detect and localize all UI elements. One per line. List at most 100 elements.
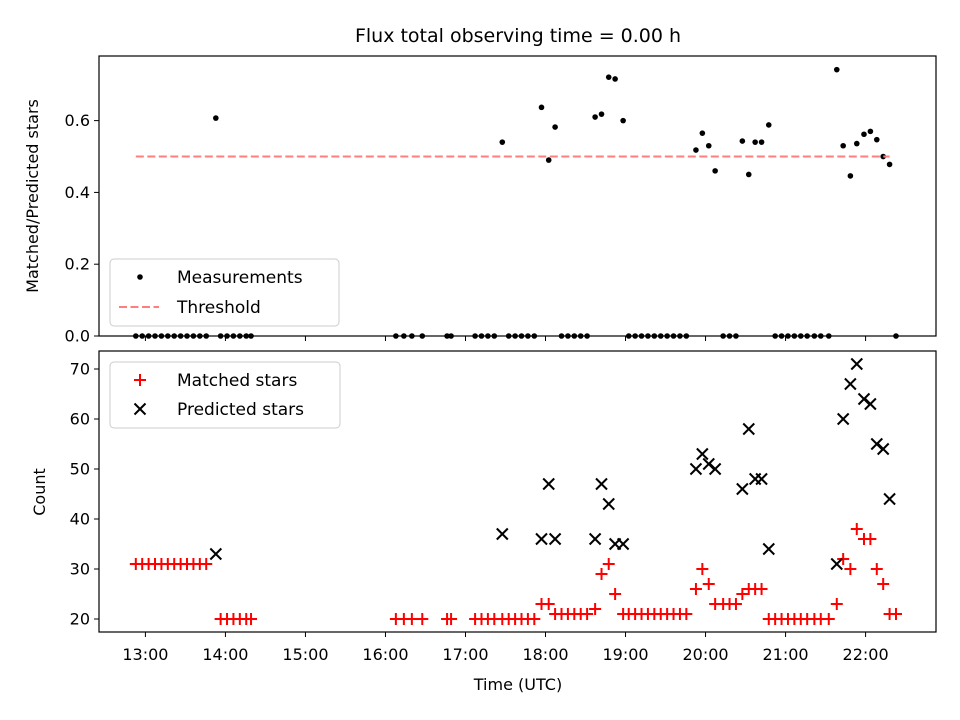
legend-marker-predicted <box>133 402 147 416</box>
matched-star-point <box>581 608 594 620</box>
count-legend: Matched stars Predicted stars <box>109 361 341 429</box>
count-plot-frame <box>98 350 937 633</box>
predicted-star-point <box>588 532 602 546</box>
matched-star-point <box>528 613 541 625</box>
legend-marker-matched <box>134 374 146 386</box>
measurement-point <box>605 74 612 80</box>
measurement-point <box>699 130 706 136</box>
matched-star-point <box>680 608 693 620</box>
legend-label-predicted: Predicted stars <box>177 400 304 420</box>
x-tick-label: 13:00 <box>122 645 168 664</box>
matched-star-point <box>696 563 709 575</box>
measurement-point <box>752 139 758 145</box>
chart-title: Flux total observing time = 0.00 h <box>355 25 681 47</box>
predicted-star-point <box>736 482 749 496</box>
predicted-star-point <box>209 547 223 561</box>
measurement-point <box>880 153 886 160</box>
x-tick-label: 17:00 <box>442 645 488 664</box>
predicted-star-point <box>830 557 843 571</box>
measurement-point <box>620 117 626 124</box>
matched-star-point <box>736 588 749 600</box>
predicted-star-point <box>696 447 709 461</box>
predicted-star-point <box>535 532 548 546</box>
measurement-point <box>712 168 718 174</box>
measurement-point <box>693 147 699 153</box>
measurement-point <box>758 139 765 145</box>
matched-star-point <box>889 608 902 620</box>
ratio-y-axis-label: Matched/Predicted stars <box>23 99 42 293</box>
measurement-point <box>598 111 605 117</box>
matched-star-point <box>689 583 702 595</box>
measurement-point <box>545 157 552 163</box>
predicted-star-point <box>864 397 877 411</box>
measurement-point <box>705 142 712 149</box>
measurement-point <box>867 128 874 135</box>
matched-star-point <box>589 603 602 615</box>
x-tick-label: 22:00 <box>843 645 889 664</box>
measurement-point <box>840 142 846 149</box>
x-tick-label: 19:00 <box>602 645 648 664</box>
matched-star-point <box>416 613 429 625</box>
measurement-point <box>538 104 545 111</box>
predicted-star-point <box>742 422 755 436</box>
matched-star-point <box>850 523 863 535</box>
count-y-axis-label: Count <box>30 468 49 516</box>
matched-star-point <box>830 598 843 610</box>
measurement-point <box>847 173 854 179</box>
measurement-point <box>739 138 746 144</box>
y-tick-label: 70 <box>70 360 90 379</box>
predicted-star-point <box>689 462 703 476</box>
ratio-axes: 0.0 0.2 0.4 0.6 <box>65 111 867 346</box>
matched-star-point <box>877 578 890 590</box>
y-tick-label: 0.4 <box>65 183 90 202</box>
predicted-star-point <box>844 377 857 391</box>
x-tick-label: 14:00 <box>202 645 248 664</box>
y-tick-label: 40 <box>70 510 90 529</box>
predicted-star-point <box>876 442 890 456</box>
x-tick-label: 18:00 <box>522 645 568 664</box>
measurement-point <box>886 161 893 168</box>
matched-star-point <box>542 598 555 610</box>
predicted-star-point <box>602 497 615 511</box>
measurement-point <box>552 124 558 130</box>
matched-star-point <box>864 533 877 545</box>
matched-star-point <box>837 553 850 565</box>
predicted-star-point <box>496 527 509 541</box>
predicted-star-point <box>836 412 850 426</box>
predicted-star-point <box>883 492 896 506</box>
predicted-star-point <box>762 542 775 556</box>
matched-star-point <box>702 578 715 590</box>
count-axes: 20 30 40 50 60 70 13:00 14:00 15:00 16:00 17:00 18:… <box>70 360 889 665</box>
matched-star-point <box>445 613 458 625</box>
y-tick-label: 0.2 <box>65 255 90 274</box>
matched-star-point <box>245 613 258 625</box>
matched-star-point <box>844 563 857 575</box>
measurement-point <box>592 114 598 120</box>
count-marks <box>129 357 902 625</box>
matched-star-point <box>870 563 883 575</box>
count-legend-box <box>109 361 341 429</box>
legend-label-matched: Matched stars <box>177 371 297 391</box>
matched-star-point <box>595 568 608 580</box>
predicted-star-point <box>850 357 863 371</box>
predicted-star-point <box>708 462 722 476</box>
y-tick-label: 20 <box>70 610 90 629</box>
count-panel: 20 30 40 50 60 70 13:00 14:00 15:00 16:00 17:00 18:… <box>30 350 937 694</box>
x-tick-label: 16:00 <box>362 645 408 664</box>
predicted-star-point <box>616 537 630 551</box>
measurement-point <box>861 131 867 138</box>
legend-label-threshold: Threshold <box>176 298 261 318</box>
matched-star-point <box>405 613 418 625</box>
legend-marker-measurements <box>137 274 143 280</box>
ratio-plot-frame <box>98 55 937 337</box>
x-axis-label: Time (UTC) <box>473 675 562 694</box>
predicted-star-point <box>548 532 562 546</box>
measurement-point <box>612 76 618 82</box>
measurement-point <box>765 122 772 128</box>
y-tick-label: 0.0 <box>65 327 90 346</box>
measurement-point <box>213 115 219 121</box>
matched-star-point <box>822 613 835 625</box>
y-tick-label: 50 <box>70 460 90 479</box>
ratio-panel: 0.0 0.2 0.4 0.6 Matched/Predicted stars Mea… <box>23 55 937 346</box>
